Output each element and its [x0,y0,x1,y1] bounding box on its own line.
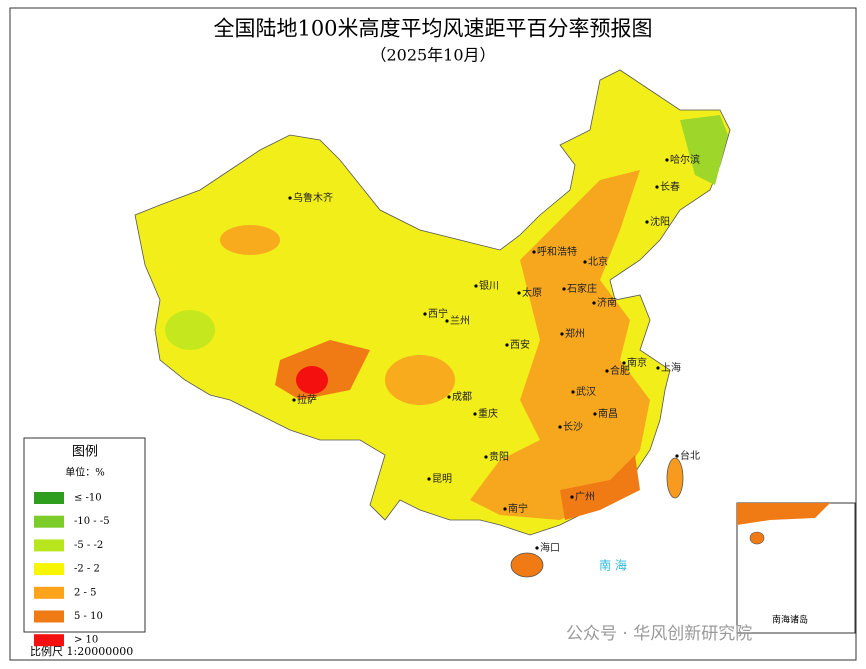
legend-label: 2 - 5 [74,587,96,598]
city-dot [675,454,679,458]
city-dot [656,366,660,370]
sea-label: 南 海 [599,558,627,573]
city-dot [622,361,626,365]
legend-swatch [34,634,64,647]
watermark: 公众号 · 华风创新研究院 [566,624,752,644]
city-dot [505,343,509,347]
city-label: 呼和浩特 [537,246,577,258]
legend-swatch [34,563,64,576]
city-label: 石家庄 [567,282,597,295]
legend-label: > 10 [74,635,98,646]
legend-label: ≤ -10 [74,493,102,504]
city-label: 昆明 [432,473,452,485]
city-label: 台北 [680,449,700,462]
city-dot [570,495,574,499]
legend-unit: 单位：% [65,466,105,479]
china-map [134,69,731,578]
legend-swatch [34,515,64,528]
city-label: 银川 [479,279,499,292]
city-dot [427,477,431,481]
city-dot [473,412,477,416]
city-label: 南宁 [508,502,528,515]
city-dot [560,332,564,336]
city-label: 上海 [661,361,681,374]
city-label: 西安 [510,338,530,351]
city-dot [517,291,521,295]
legend-swatch [34,610,64,623]
city-label: 沈阳 [650,215,670,228]
legend-label: -10 - -5 [74,516,110,527]
subtitle: （2025年10月） [370,46,495,65]
city-dot [645,220,649,224]
city-label: 成都 [452,391,472,403]
city-label: 西宁 [428,307,448,320]
city-label: 合肥 [610,364,630,377]
city-dot [445,319,449,323]
city-label: 南昌 [598,407,618,420]
city-label: 郑州 [565,327,585,340]
city-dot [583,260,587,264]
city-label: 拉萨 [297,393,317,406]
inset-label: 南海诸岛 [772,614,808,626]
legend: 图例 单位：% ≤ -10 -10 - -5 -5 - -2 -2 - 2 2 - 5 5… [23,437,146,647]
legend-title: 图例 [72,445,98,460]
city-dot [558,425,562,429]
city-label: 哈尔滨 [670,153,700,166]
inset: 南海诸岛 [736,502,856,634]
city-dot [562,287,566,291]
city-dot [592,301,596,305]
city-labels: 乌鲁木齐 哈尔滨 长春 沈阳 呼和浩特 北京 石家庄 太原 银川 济南 西宁 兰… [288,153,700,554]
city-label: 长沙 [563,421,583,433]
city-label: 重庆 [478,407,498,420]
city-dot [423,312,427,316]
city-label: 太原 [522,286,542,299]
city-dot [288,196,292,200]
city-dot [605,369,609,373]
city-label: 长春 [660,181,680,193]
city-dot [484,455,488,459]
city-dot [474,284,478,288]
city-label: 海口 [540,541,560,554]
city-dot [593,412,597,416]
city-dot [535,546,539,550]
legend-label: -2 - 2 [74,564,100,575]
city-dot [447,395,451,399]
city-dot [292,398,296,402]
frame [9,7,857,661]
legend-swatch [34,586,64,599]
legend-swatch [34,539,64,552]
scale-label: 比例尺 1:20000000 [30,644,133,658]
city-dot [571,390,575,394]
city-label: 兰州 [450,314,470,327]
legend-label: -5 - -2 [74,540,103,551]
city-label: 武汉 [576,385,596,398]
city-dot [532,250,536,254]
legend-swatch [34,492,64,504]
legend-label: 5 - 10 [74,611,103,622]
city-dot [655,185,659,189]
city-label: 贵阳 [489,450,509,463]
city-label: 北京 [588,255,608,268]
city-dot [503,507,507,511]
city-label: 济南 [597,296,617,309]
legend-box [23,437,146,633]
city-label: 南京 [627,356,647,369]
title: 全国陆地100米高度平均风速距平百分率预报图 [213,17,652,41]
city-dot [665,158,669,162]
city-label: 广州 [575,491,595,503]
city-label: 乌鲁木齐 [293,191,333,204]
